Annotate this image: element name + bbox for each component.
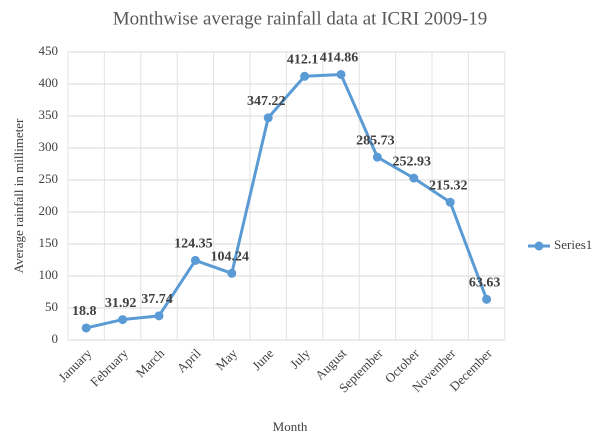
data-point (300, 71, 310, 81)
x-tick-label: February (87, 345, 131, 389)
x-tick-label: May (213, 345, 241, 373)
y-tick-label: 300 (39, 139, 59, 154)
y-tick-label: 150 (39, 235, 59, 250)
data-point (190, 255, 200, 265)
x-tick-label: April (174, 345, 204, 375)
data-label: 215.32 (429, 178, 468, 193)
data-point (154, 311, 164, 321)
data-point (482, 294, 492, 304)
x-axis-label: Month (273, 419, 308, 434)
y-axis-label: Average rainfall in millimeter (11, 118, 26, 273)
data-label: 285.73 (356, 133, 395, 148)
data-point (118, 315, 128, 325)
y-tick-label: 50 (45, 299, 58, 314)
data-label: 124.35 (174, 237, 213, 252)
y-tick-label: 100 (39, 267, 59, 282)
data-point (372, 152, 382, 162)
y-tick-label: 0 (52, 331, 59, 346)
data-point (445, 197, 455, 207)
legend-marker (534, 241, 544, 251)
data-point (81, 323, 91, 333)
legend-label: Series1 (554, 237, 592, 252)
x-tick-label: March (133, 345, 168, 380)
y-tick-label: 450 (39, 43, 59, 58)
y-tick-label: 250 (39, 171, 59, 186)
data-label: 37.74 (141, 292, 173, 307)
data-point (263, 113, 273, 123)
y-tick-label: 400 (39, 75, 59, 90)
data-label: 104.24 (211, 250, 250, 265)
x-tick-label: June (249, 345, 277, 373)
data-label: 412.1 (287, 52, 319, 67)
data-point (227, 268, 237, 278)
data-label: 347.22 (247, 94, 286, 109)
data-label: 63.63 (469, 275, 501, 290)
data-label: 414.86 (320, 51, 359, 66)
y-tick-label: 350 (39, 107, 59, 122)
data-point (409, 173, 419, 183)
data-label: 18.8 (72, 304, 97, 319)
data-point (336, 69, 346, 79)
x-tick-label: July (287, 345, 313, 371)
y-tick-label: 200 (39, 203, 59, 218)
data-label: 252.93 (393, 154, 432, 169)
data-label: 31.92 (105, 296, 137, 311)
series-line (85, 72, 489, 330)
chart-title: Monthwise average rainfall data at ICRI … (113, 8, 488, 29)
